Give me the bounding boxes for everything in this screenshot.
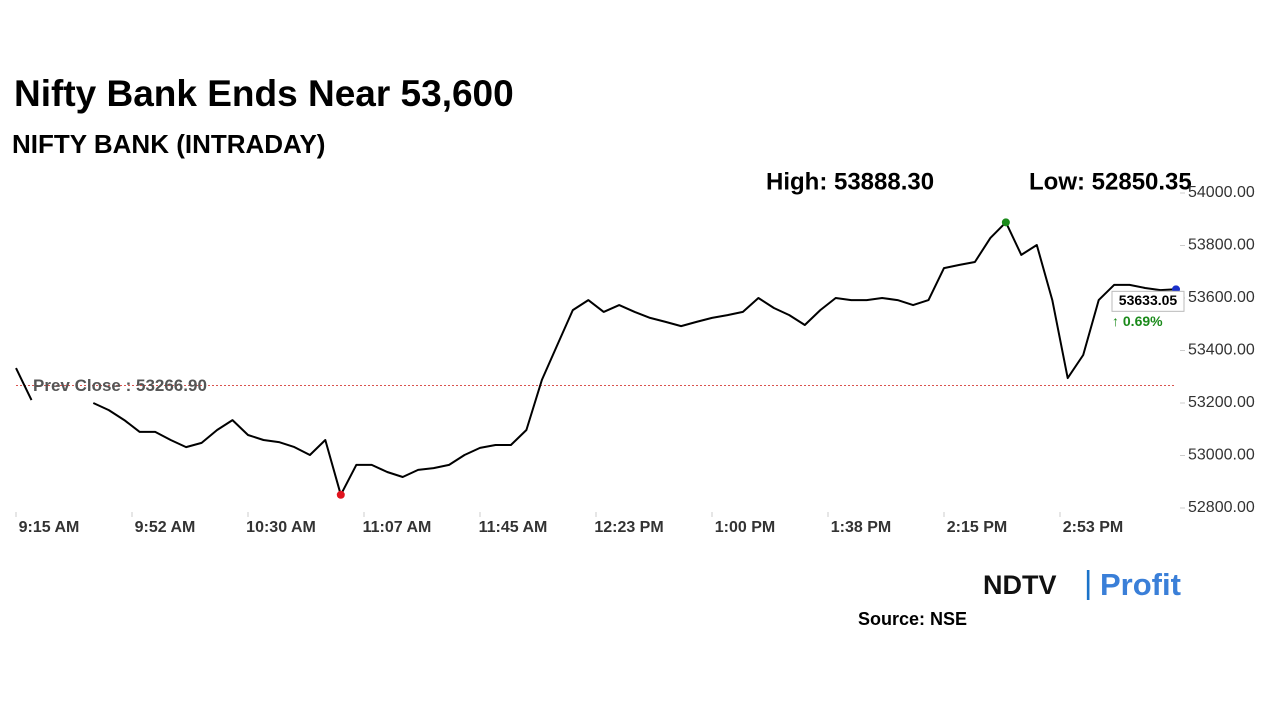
y-tick-label: 53200.00 bbox=[1188, 394, 1255, 411]
low-dot bbox=[336, 490, 345, 499]
price-line bbox=[15, 221, 1177, 496]
chart-subtitle: NIFTY BANK (INTRADAY) bbox=[12, 129, 325, 159]
high-label: High: 53888.30 bbox=[766, 168, 934, 195]
y-tick-label: 53000.00 bbox=[1188, 447, 1255, 464]
chart-title: Nifty Bank Ends Near 53,600 bbox=[14, 73, 514, 114]
logo-ndtv: NDTV bbox=[983, 570, 1057, 600]
logo-profit: Profit bbox=[1100, 567, 1181, 602]
y-tick-label: 52800.00 bbox=[1188, 499, 1255, 516]
x-tick-label: 2:15 PM bbox=[947, 519, 1007, 536]
x-tick-label: 11:45 AM bbox=[479, 519, 548, 536]
x-tick-label: 10:30 AM bbox=[246, 519, 316, 536]
change-label: ↑ 0.69% bbox=[1112, 313, 1163, 329]
y-tick-label: 53800.00 bbox=[1188, 237, 1255, 254]
x-tick-label: 2:53 PM bbox=[1063, 519, 1123, 536]
y-tick-label: 53400.00 bbox=[1188, 342, 1255, 359]
x-tick-label: 9:52 AM bbox=[135, 519, 196, 536]
prev-close-label: Prev Close : 53266.90 bbox=[33, 376, 207, 395]
low-label: Low: 52850.35 bbox=[1029, 168, 1192, 195]
y-tick-label: 54000.00 bbox=[1188, 184, 1255, 201]
source: Source: NSE bbox=[858, 609, 967, 629]
x-tick-label: 1:00 PM bbox=[715, 519, 775, 536]
logo-separator: | bbox=[1084, 564, 1092, 600]
y-tick-label: 53600.00 bbox=[1188, 289, 1255, 306]
x-tick-label: 12:23 PM bbox=[594, 519, 663, 536]
last-label: 53633.05 bbox=[1119, 292, 1178, 308]
x-tick-label: 1:38 PM bbox=[831, 519, 891, 536]
x-tick-label: 9:15 AM bbox=[19, 519, 80, 536]
last-box bbox=[1111, 290, 1185, 312]
x-tick-label: 11:07 AM bbox=[363, 519, 432, 536]
high-dot bbox=[1001, 218, 1010, 227]
